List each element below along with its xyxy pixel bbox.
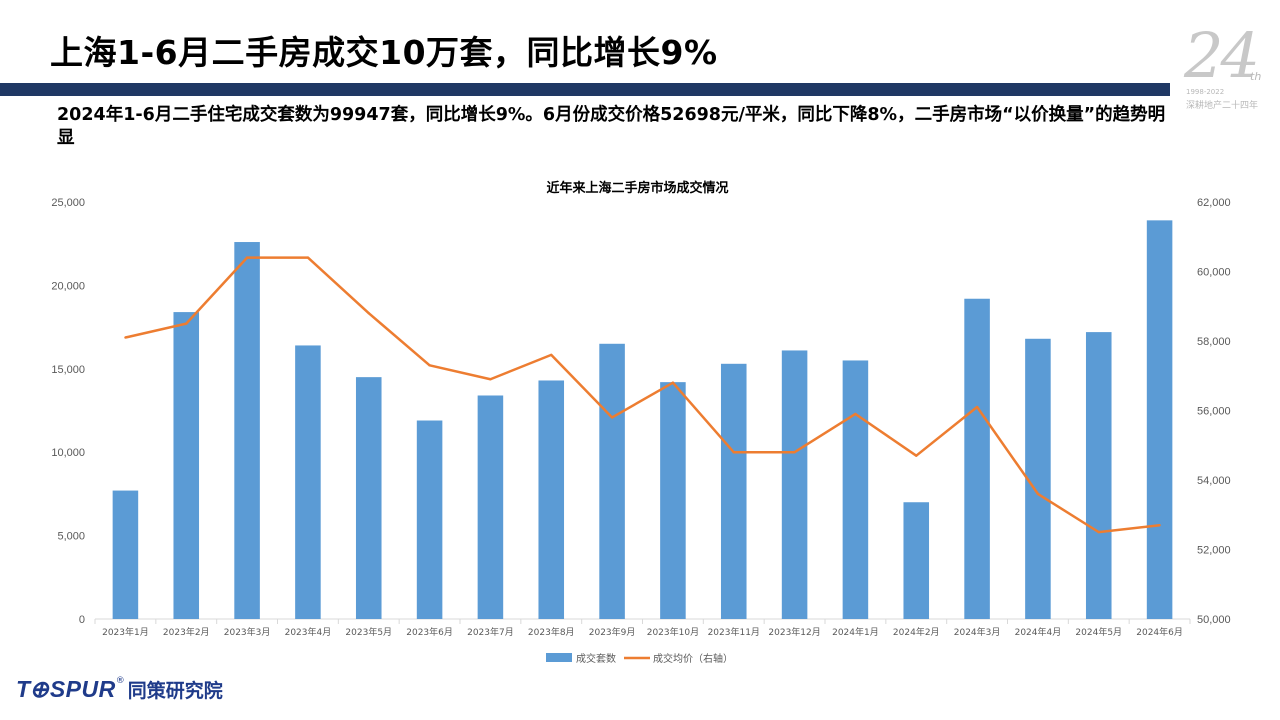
price-point-8 — [550, 353, 553, 357]
legend-bar-swatch — [546, 653, 572, 662]
x-tick-label: 2024年1月 — [832, 626, 879, 638]
price-point-17 — [1097, 530, 1100, 534]
y-right-tick-label: 54,000 — [1197, 475, 1231, 487]
bar-3 — [234, 242, 260, 620]
x-tick-label: 2023年9月 — [589, 626, 636, 638]
price-point-12 — [793, 451, 796, 454]
anniversary-logo: 24 th 1998-2022 深耕地产二十四年 — [1180, 20, 1275, 112]
bar-17 — [1085, 332, 1112, 619]
y-right-tick-label: 56,000 — [1197, 406, 1231, 418]
brand-name-en-initial: T — [16, 676, 31, 702]
anniversary-subtitle: 深耕地产二十四年 — [1186, 101, 1259, 111]
bar-9 — [599, 343, 625, 619]
x-tick-label: 2023年2月 — [163, 626, 210, 638]
registered-mark: ® — [115, 676, 125, 686]
x-tick-label: 2024年6月 — [1136, 626, 1183, 638]
bar-1 — [112, 490, 139, 619]
bar-13 — [842, 360, 869, 619]
anniversary-suffix: th — [1250, 70, 1262, 83]
x-tick-label: 2023年7月 — [467, 626, 514, 638]
bar-4 — [295, 345, 321, 619]
y-left-tick-label: 25,000 — [51, 197, 85, 209]
bar-5 — [355, 377, 382, 619]
bar-7 — [477, 395, 504, 619]
x-tick-label: 2024年3月 — [954, 626, 1001, 638]
price-point-14 — [915, 454, 918, 457]
x-tick-label: 2023年1月 — [102, 626, 149, 638]
y-left-tick-label: 0 — [79, 614, 85, 626]
price-line — [125, 256, 1160, 534]
bar-8 — [538, 380, 565, 619]
bar-12 — [781, 350, 808, 619]
price-point-11 — [732, 451, 735, 454]
anniversary-number: 24 — [1184, 19, 1260, 92]
brand-name-en-rest: SPUR — [49, 676, 116, 702]
price-point-15 — [975, 405, 979, 409]
bar-11 — [720, 363, 747, 619]
price-point-5 — [367, 312, 370, 315]
bar-6 — [416, 420, 443, 619]
y-right-tick-label: 52,000 — [1197, 545, 1231, 557]
title-divider-bar — [0, 83, 1170, 96]
price-point-4 — [306, 256, 310, 259]
chart-title: 近年来上海二手房市场成交情况 — [546, 180, 728, 196]
bar-2 — [173, 312, 200, 619]
price-point-7 — [489, 378, 492, 381]
brand-logo: T⊕SPUR® 同策研究院 — [16, 676, 223, 704]
x-tick-label: 2023年12月 — [768, 626, 820, 638]
price-point-6 — [428, 364, 431, 367]
x-tick-label: 2023年5月 — [345, 626, 392, 638]
x-tick-label: 2024年5月 — [1075, 626, 1122, 638]
bar-14 — [903, 502, 930, 619]
y-right-tick-label: 58,000 — [1197, 336, 1231, 348]
x-tick-label: 2023年4月 — [285, 626, 332, 638]
price-point-16 — [1036, 492, 1040, 496]
y-left-tick-label: 20,000 — [51, 280, 85, 292]
legend-bar-label: 成交套数 — [576, 652, 616, 665]
price-point-13 — [854, 412, 857, 416]
bar-10 — [660, 382, 686, 619]
anniversary-years: 1998-2022 — [1186, 88, 1225, 96]
x-tick-label: 2023年6月 — [406, 626, 453, 638]
bar-16 — [1025, 338, 1051, 619]
price-point-2 — [185, 322, 188, 325]
x-tick-label: 2024年2月 — [893, 626, 940, 638]
x-tick-label: 2023年8月 — [528, 626, 575, 638]
legend-line-label: 成交均价（右轴） — [653, 652, 733, 665]
x-tick-label: 2024年4月 — [1015, 626, 1062, 638]
summary-text: 2024年1-6月二手住宅成交套数为99947套，同比增长9%。6月份成交价格5… — [57, 105, 1166, 148]
combo-chart: 近年来上海二手房市场成交情况 0 5,000 10,000 15,000 20,000 25… — [51, 180, 1231, 665]
price-point-18 — [1158, 524, 1161, 527]
price-point-10 — [671, 381, 675, 384]
y-left-tick-label: 10,000 — [51, 447, 85, 459]
y-left-tick-label: 15,000 — [51, 364, 85, 376]
x-tick-label: 2023年3月 — [224, 626, 271, 638]
price-point-1 — [124, 336, 127, 339]
x-tick-label: 2023年11月 — [708, 626, 760, 638]
y-right-tick-label: 60,000 — [1197, 267, 1231, 279]
price-point-3 — [245, 256, 249, 259]
bar-15 — [964, 298, 990, 619]
bar-18 — [1146, 220, 1173, 619]
y-right-tick-label: 50,000 — [1197, 614, 1231, 626]
brand-globe-icon: ⊕ — [29, 676, 50, 702]
slide-title: 上海1-6月二手房成交10万套，同比增长9% — [50, 33, 718, 72]
y-left-tick-label: 5,000 — [57, 531, 85, 543]
x-tick-label: 2023年10月 — [647, 626, 699, 638]
y-right-tick-label: 62,000 — [1197, 197, 1231, 209]
price-point-9 — [610, 416, 614, 419]
brand-name-cn: 同策研究院 — [127, 680, 223, 702]
